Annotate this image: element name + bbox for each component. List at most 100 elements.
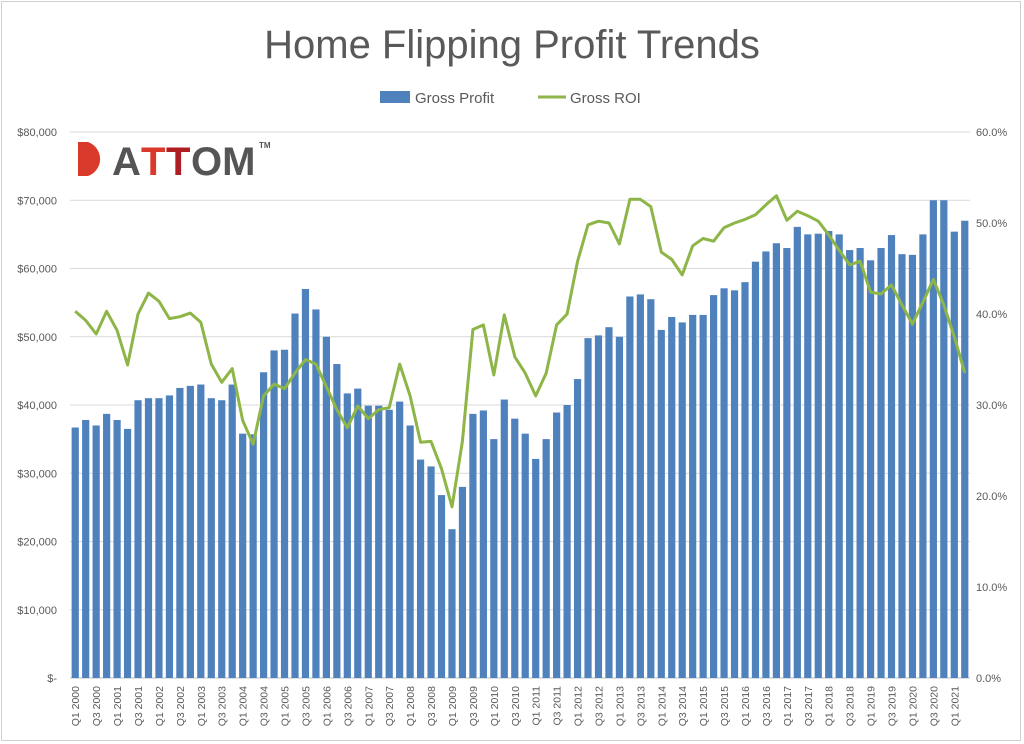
y-left-tick-label: $80,000	[17, 127, 57, 139]
bar-gross-profit	[783, 248, 791, 678]
bar-gross-profit	[186, 385, 194, 678]
x-tick-label: Q3 2017	[803, 686, 815, 726]
bar-gross-profit	[877, 248, 885, 678]
y-left-tick-label: $20,000	[17, 537, 57, 549]
y-right-tick-label: 40.0%	[976, 309, 1007, 321]
x-tick-label: Q1 2010	[489, 686, 501, 726]
bar-gross-profit	[375, 405, 383, 678]
bar-gross-profit	[751, 261, 760, 678]
x-tick-label: Q1 2005	[280, 686, 292, 726]
bar-gross-profit	[71, 427, 79, 678]
x-tick-label: Q1 2000	[70, 686, 82, 726]
bar-gross-profit	[615, 336, 624, 678]
bar-gross-profit	[689, 314, 697, 678]
bar-gross-profit	[301, 288, 310, 678]
bar-gross-profit	[437, 495, 446, 678]
x-tick-label: Q3 2009	[468, 686, 480, 726]
bar-gross-profit	[396, 401, 404, 678]
legend: Gross Profit Gross ROI	[380, 90, 641, 107]
bar-gross-profit	[856, 248, 864, 678]
bar-gross-profit	[804, 234, 812, 678]
bar-gross-profit	[427, 466, 435, 678]
y-right-tick-label: 0.0%	[976, 673, 1001, 685]
bar-gross-profit	[385, 409, 393, 678]
bar-gross-profit	[961, 220, 969, 678]
attom-logo-mark	[78, 142, 101, 176]
x-tick-label: Q1 2002	[154, 686, 166, 726]
bar-gross-profit	[176, 387, 184, 678]
bar-gross-profit	[479, 410, 487, 678]
bar-gross-profit	[835, 234, 843, 678]
x-tick-label: Q3 2015	[719, 686, 731, 726]
x-tick-label: Q3 2010	[510, 686, 522, 726]
x-tick-label: Q3 2008	[426, 686, 438, 726]
bar-gross-profit	[573, 379, 582, 678]
attom-logo: A T T OM TM	[78, 140, 271, 184]
bar-gross-profit	[134, 400, 142, 678]
bar-gross-profit	[343, 393, 351, 678]
bar-gross-profit	[218, 400, 226, 678]
x-tick-label: Q1 2012	[573, 686, 585, 726]
bar-gross-profit	[678, 322, 686, 678]
attom-logo-letter-t1: T	[141, 140, 165, 184]
x-tick-label: Q3 2019	[887, 686, 899, 726]
bar-gross-profit	[720, 288, 728, 678]
y-right-tick-label: 10.0%	[976, 582, 1007, 594]
bar-gross-profit	[542, 439, 550, 678]
bar-gross-profit	[647, 299, 655, 678]
bar-gross-profit	[814, 233, 822, 678]
bar-gross-profit	[563, 405, 571, 678]
x-tick-label: Q1 2016	[740, 686, 752, 726]
bar-gross-profit	[594, 335, 603, 678]
bar-gross-profit	[919, 234, 927, 678]
bar-gross-profit	[165, 395, 174, 678]
x-tick-label: Q1 2020	[907, 686, 919, 726]
bar-gross-profit	[866, 260, 875, 678]
bar-gross-profit	[846, 250, 854, 678]
x-tick-label: Q1 2021	[949, 686, 961, 726]
bar-gross-profit	[887, 235, 896, 678]
bar-gross-profit	[354, 388, 362, 678]
line-gross-roi	[74, 194, 967, 509]
bar-gross-profit	[228, 384, 236, 678]
x-tick-label: Q3 2014	[677, 686, 689, 726]
bar-gross-profit	[260, 372, 268, 678]
bar-gross-profit	[521, 433, 529, 678]
x-tick-label: Q3 2013	[635, 686, 647, 726]
bar-gross-profit	[92, 425, 100, 678]
bar-gross-profit	[605, 327, 613, 678]
bar-gross-profit	[762, 251, 770, 678]
bar-gross-profit	[416, 459, 425, 678]
x-tick-label: Q1 2014	[656, 686, 668, 726]
attom-logo-letter-a: A	[112, 140, 141, 184]
x-tick-label: Q1 2013	[614, 686, 626, 726]
y-left-tick-label: $40,000	[17, 400, 57, 412]
bar-gross-profit	[940, 200, 948, 678]
bar-gross-profit	[280, 349, 289, 678]
x-tick-label: Q3 2002	[175, 686, 187, 726]
x-tick-label: Q1 2018	[824, 686, 836, 726]
x-tick-label: Q1 2015	[698, 686, 710, 726]
bar-gross-profit	[155, 398, 163, 678]
bar-gross-profit	[364, 405, 372, 678]
x-tick-label: Q3 2016	[761, 686, 773, 726]
bar-gross-profit	[950, 231, 958, 678]
x-tick-label: Q3 2003	[217, 686, 229, 726]
x-tick-label: Q3 2004	[259, 686, 271, 726]
bar-gross-profit	[448, 529, 456, 678]
bar-gross-profit	[584, 338, 592, 678]
bar-gross-profit	[322, 336, 330, 678]
legend-swatch-gross-profit	[380, 91, 410, 103]
bar-gross-profit	[511, 418, 519, 678]
bar-gross-profit	[249, 434, 257, 678]
legend-label-gross-profit: Gross Profit	[415, 90, 495, 107]
y-right-tick-label: 50.0%	[976, 218, 1007, 230]
x-tick-label: Q1 2009	[447, 686, 459, 726]
bar-gross-profit	[793, 226, 801, 678]
x-tick-label: Q1 2008	[405, 686, 417, 726]
x-tick-label: Q1 2007	[363, 686, 375, 726]
y-left-tick-label: $70,000	[17, 195, 57, 207]
x-tick-label: Q1 2019	[866, 686, 878, 726]
attom-logo-letter-t2: T	[166, 140, 190, 184]
